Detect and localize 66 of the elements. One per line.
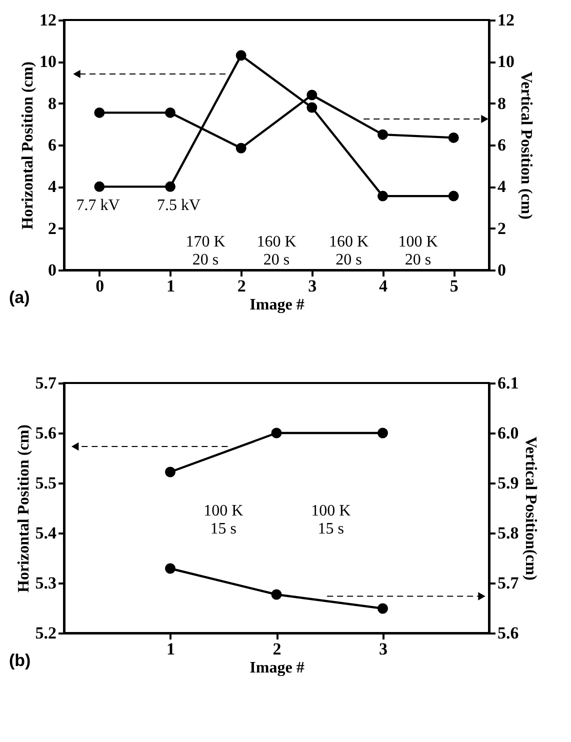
y-tick-label: 6 (48, 136, 56, 154)
y-tick-label: 5.3 (35, 574, 56, 592)
x-tick-label: 3 (379, 640, 388, 658)
annotation: 7.5 kV (156, 197, 201, 214)
point (448, 132, 459, 143)
annotation: 160 K 20 s (328, 233, 369, 268)
y2-tick-label: 5.7 (498, 574, 520, 592)
y-axis-title: Horizontal Position (cm) (15, 424, 32, 592)
y-tick-label: 5.4 (35, 524, 57, 542)
y2-axis-title: Vertical Position(cm) (522, 436, 539, 580)
point (165, 563, 176, 574)
x-tick-label: 4 (379, 276, 388, 296)
y-tick-label: 5.6 (35, 424, 56, 442)
point (378, 603, 388, 614)
y-axis-title: Horizontal Position (cm) (20, 62, 36, 230)
y2-tick-label: 0 (498, 260, 506, 280)
y2-tick-label: 8 (498, 94, 506, 113)
annotation: 7.7 kV (76, 197, 120, 214)
annotation: 100 K 15 s (204, 502, 244, 538)
point (94, 107, 105, 118)
text: (a) (9, 288, 30, 307)
y-tick-label: 5.7 (35, 374, 57, 392)
x-axis-title: Image # (250, 660, 304, 676)
x-tick-label: 1 (166, 276, 175, 296)
y-tick-label: 2 (48, 218, 56, 238)
x-tick-label: 2 (272, 640, 282, 658)
y2-tick-label: 2 (498, 218, 506, 238)
y-tick-label: 8 (48, 94, 56, 113)
point (236, 142, 246, 154)
x-tick-label: 5 (450, 276, 458, 296)
y-tick-label: 0 (48, 260, 56, 280)
point (378, 190, 388, 202)
annotation: 160 K 20 s (256, 233, 297, 268)
y-tick-label: 5.5 (35, 474, 56, 492)
y2-tick-label: 5.6 (498, 624, 519, 642)
point (94, 181, 105, 192)
point (271, 589, 282, 600)
y2-tick-label: 10 (498, 52, 514, 72)
y2-tick-label: 6.0 (498, 424, 519, 442)
x-tick-label: 1 (166, 640, 175, 658)
annotation: 100 K 15 s (311, 502, 352, 538)
x-tick-label: 0 (96, 276, 104, 296)
y2-tick-label: 6.1 (498, 374, 519, 392)
annotation: 100 K 20 s (398, 233, 438, 268)
y2-tick-label: 4 (498, 177, 506, 196)
x-tick-label: 2 (237, 276, 246, 296)
point (236, 50, 246, 61)
point (306, 90, 318, 100)
x-axis-title: Image # (250, 296, 304, 314)
y-tick-label: 12 (40, 10, 56, 30)
y-tick-label: 4 (48, 177, 57, 196)
point (448, 190, 459, 202)
x-tick-label: 3 (308, 276, 317, 296)
y2-axis-title: Vertical Position (cm) (518, 72, 534, 220)
point (306, 102, 318, 113)
annotation: 170 K 20 s (186, 233, 226, 268)
y-tick-label: 10 (40, 52, 56, 72)
point (165, 181, 176, 192)
y2-tick-label: 5.8 (498, 524, 519, 542)
point (165, 107, 176, 118)
text: (b) (9, 651, 31, 670)
y2-tick-label: 12 (498, 10, 514, 30)
y2-tick-label: 5.9 (498, 474, 519, 492)
point (378, 129, 388, 140)
y2-tick-label: 6 (498, 136, 506, 154)
y-tick-label: 5.2 (35, 624, 56, 642)
